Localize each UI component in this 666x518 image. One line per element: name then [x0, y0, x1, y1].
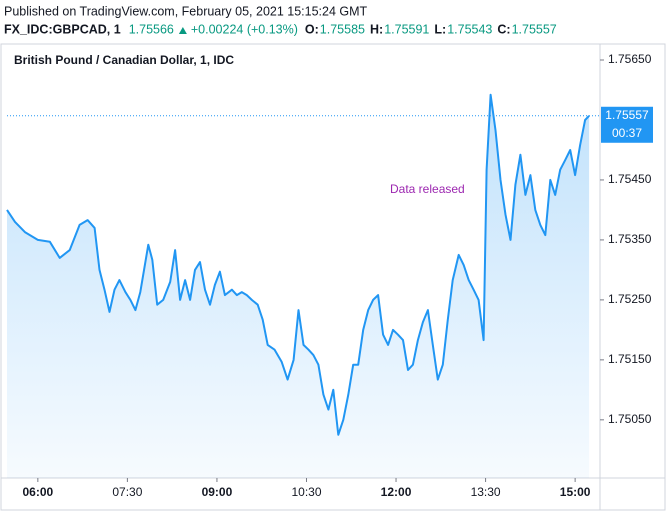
- last-price-label: 1.75557: [605, 108, 649, 122]
- y-tick-label: 1.75450: [608, 172, 652, 186]
- chart-border: [0, 43, 666, 511]
- published: Published on TradingView.com, February 0…: [4, 4, 368, 18]
- last-price-box: [601, 106, 653, 143]
- x-tick-label: 09:00: [202, 485, 233, 499]
- ohlc-value: 1.75543: [447, 22, 492, 36]
- up-arrow: [178, 27, 187, 34]
- x-tick-label: 06:00: [22, 485, 53, 499]
- y-tick-label: 1.75050: [608, 412, 652, 426]
- line: [6, 93, 590, 436]
- ohlc-value: 1.75557: [512, 22, 557, 36]
- area: [7, 94, 590, 479]
- y-tick-label: 1.75350: [608, 232, 652, 246]
- x-tick-label: 15:00: [560, 485, 591, 499]
- x-tick-label: 10:30: [291, 485, 321, 499]
- ohlc-label: L:: [434, 22, 446, 36]
- x-tick-label: 13:30: [471, 485, 501, 499]
- annotation: Data released: [390, 182, 465, 196]
- y-tick-label: 1.75650: [608, 52, 652, 66]
- chart-title: British Pound / Canadian Dollar, 1, IDC: [14, 53, 234, 67]
- ohlc-label: C:: [497, 22, 510, 36]
- ohlc-value: 1.75591: [384, 22, 429, 36]
- countdown: 00:37: [612, 126, 642, 140]
- x-tick-label: 12:00: [381, 485, 412, 499]
- symbol-line: FX_IDC:GBPCAD, 1 1.75566 +0.00224 (+0.13%…: [4, 22, 557, 36]
- ohlc-label: O:: [305, 22, 319, 36]
- y-tick-label: 1.75150: [608, 352, 652, 366]
- price: 1.75566: [129, 22, 174, 36]
- change: +0.00224 (+0.13%): [191, 22, 298, 36]
- ohlc-value: 1.75585: [320, 22, 365, 36]
- x-tick-label: 07:30: [112, 485, 142, 499]
- plot: [6, 93, 590, 479]
- ohlc-label: H:: [370, 22, 383, 36]
- symbol: FX_IDC:GBPCAD, 1: [4, 22, 121, 36]
- y-tick-label: 1.75250: [608, 292, 652, 306]
